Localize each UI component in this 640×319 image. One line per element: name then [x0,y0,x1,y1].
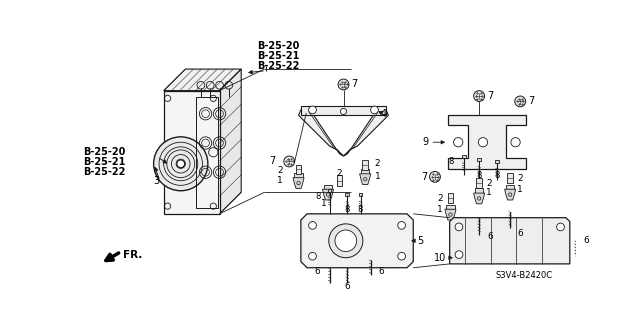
Bar [294,173,303,178]
Text: 2: 2 [517,174,523,183]
Bar [475,189,483,193]
Text: B-25-21: B-25-21 [83,157,125,167]
Circle shape [478,137,488,147]
Polygon shape [301,214,413,268]
Circle shape [329,224,363,258]
Text: 2: 2 [437,194,443,203]
Polygon shape [293,178,304,189]
Circle shape [308,252,316,260]
Circle shape [557,223,564,231]
Circle shape [397,221,406,229]
Text: 8: 8 [448,157,454,166]
Bar [495,160,499,163]
Polygon shape [360,174,371,185]
Text: B-25-20: B-25-20 [257,41,299,51]
Text: B-25-20: B-25-20 [83,147,125,157]
Circle shape [511,137,520,147]
Text: 7: 7 [421,172,428,182]
Text: 6: 6 [518,229,524,238]
Text: 6: 6 [487,233,493,241]
Circle shape [397,252,406,260]
Bar [324,185,332,189]
Circle shape [308,221,316,229]
Bar [362,160,368,170]
Polygon shape [448,115,525,169]
Bar [506,185,515,189]
Bar [446,204,454,209]
Text: 8: 8 [358,205,364,214]
Circle shape [335,230,356,252]
Bar [361,169,369,174]
Circle shape [154,137,208,191]
Text: 5: 5 [417,236,424,246]
Text: 6: 6 [314,267,320,276]
Text: B-25-22: B-25-22 [83,167,125,177]
Circle shape [455,251,463,258]
Text: 1: 1 [517,185,523,195]
Bar [346,193,349,196]
Text: 6: 6 [584,236,589,245]
Circle shape [284,156,294,167]
Text: 8: 8 [476,171,482,180]
Circle shape [515,96,525,107]
Text: 1: 1 [437,205,443,214]
Text: 2: 2 [277,166,283,175]
Bar [164,91,220,214]
Text: 9: 9 [422,137,429,147]
Bar [337,175,342,186]
Polygon shape [344,108,388,156]
Polygon shape [220,69,241,214]
Polygon shape [323,189,333,200]
Bar [508,174,513,183]
Polygon shape [445,209,456,220]
Text: 7: 7 [269,157,275,167]
Text: 1: 1 [277,176,283,185]
Polygon shape [164,69,241,91]
Circle shape [308,106,316,114]
Circle shape [429,172,440,182]
Bar [328,189,332,192]
Text: 2: 2 [486,179,492,188]
Text: 1: 1 [374,172,380,182]
Bar [448,193,453,204]
Text: 6: 6 [378,267,384,276]
Bar [296,165,301,174]
Text: 7: 7 [487,91,493,101]
Text: B-25-21: B-25-21 [257,51,299,61]
Bar [358,193,362,196]
Circle shape [454,137,463,147]
Text: 6: 6 [344,283,350,292]
Circle shape [338,79,349,90]
Text: 10: 10 [433,253,446,263]
Text: 2: 2 [337,168,342,178]
Text: 1: 1 [321,199,326,208]
Bar [476,178,482,188]
Polygon shape [474,193,484,204]
Text: 8: 8 [494,171,500,180]
Text: 8: 8 [345,205,350,214]
Circle shape [340,108,347,115]
Polygon shape [504,189,516,200]
Circle shape [455,223,463,231]
Circle shape [371,106,378,114]
Polygon shape [301,106,386,115]
Text: S3V4-B2420C: S3V4-B2420C [495,271,553,280]
Text: 8: 8 [315,192,320,201]
Text: FR.: FR. [124,250,143,260]
Text: 3: 3 [154,176,160,186]
Text: B-25-22: B-25-22 [257,61,299,71]
Bar [461,154,465,158]
Text: 1: 1 [486,188,492,197]
Polygon shape [298,108,344,156]
Bar [477,159,481,161]
Text: 4: 4 [381,109,387,119]
Circle shape [474,91,484,101]
Polygon shape [450,218,570,264]
Text: 7: 7 [528,96,534,107]
Bar [196,97,218,208]
Text: 7: 7 [351,79,358,90]
Circle shape [177,160,184,168]
Text: 2: 2 [374,159,380,168]
